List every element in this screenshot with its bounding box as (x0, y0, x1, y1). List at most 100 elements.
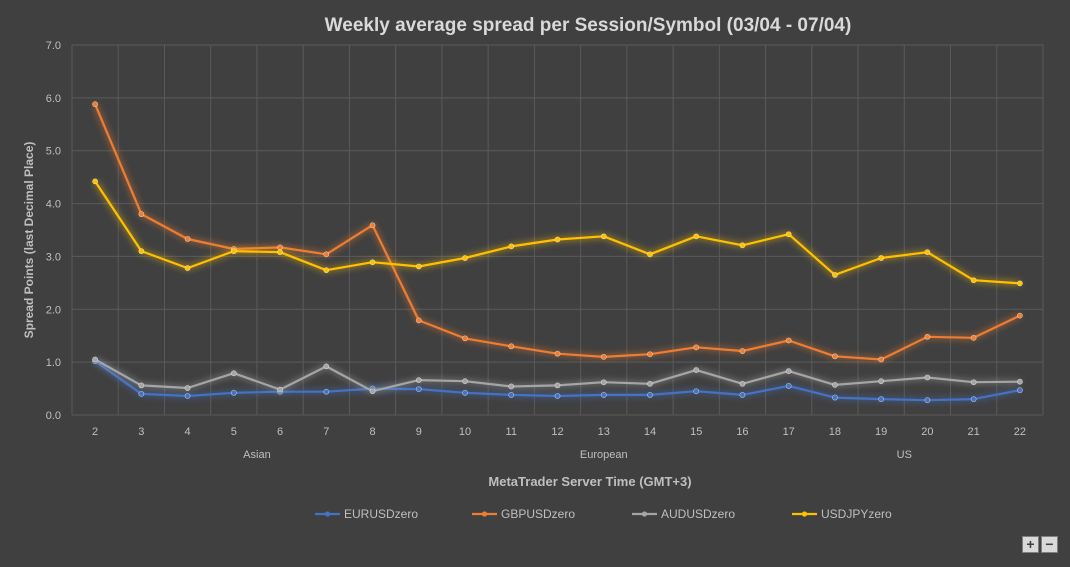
x-tick-label: 4 (185, 426, 191, 438)
data-point (600, 233, 607, 240)
y-tick-label: 2.0 (46, 304, 61, 316)
data-point (878, 396, 885, 403)
data-point (369, 259, 376, 266)
zoom-in-button[interactable]: + (1022, 536, 1039, 553)
legend-label: USDJPYzero (821, 507, 892, 521)
data-point (970, 379, 977, 386)
data-point (1016, 312, 1023, 319)
data-point (184, 385, 191, 391)
x-tick-label: 15 (690, 426, 702, 438)
data-point (693, 233, 700, 240)
y-axis-ticks: 0.0 1.0 2.0 3.0 4.0 5.0 6.0 7.0 (46, 40, 61, 422)
data-point (138, 382, 145, 389)
y-axis-label: Spread Points (last Decimal Place) (22, 142, 36, 339)
data-point (508, 243, 515, 250)
x-axis-ticks: 2 3 4 5 6 7 8 9 10 11 12 13 14 15 16 17 18 19 20 21 22 (92, 426, 1026, 438)
x-tick-label: 5 (231, 426, 237, 438)
data-point (647, 380, 653, 387)
data-point (878, 255, 885, 261)
data-point (693, 367, 700, 373)
y-tick-label: 6.0 (46, 93, 61, 105)
series-usdjpyzero (92, 178, 1023, 287)
data-point (600, 392, 607, 398)
zoom-controls: + − (1022, 536, 1058, 553)
data-point (92, 101, 99, 108)
data-point (785, 368, 792, 375)
y-tick-label: 0.0 (46, 410, 61, 422)
data-point (462, 255, 468, 261)
data-point (415, 386, 422, 392)
series-lines (92, 101, 1023, 404)
series-line (94, 180, 1020, 285)
x-tick-label: 17 (783, 426, 795, 438)
data-point (832, 381, 838, 388)
legend-marker (801, 511, 808, 517)
x-tick-label: 19 (875, 426, 887, 438)
data-point (554, 382, 561, 389)
y-tick-label: 5.0 (46, 146, 61, 158)
y-tick-label: 3.0 (46, 251, 61, 263)
x-tick-label: 7 (323, 426, 329, 438)
data-point (508, 343, 515, 350)
data-point (508, 383, 515, 390)
x-tick-label: 10 (459, 426, 471, 438)
x-tick-label: 13 (598, 426, 610, 438)
data-point (184, 236, 191, 242)
data-point (508, 392, 515, 398)
data-point (739, 392, 746, 398)
x-tick-label: 8 (369, 426, 375, 438)
data-point (739, 348, 746, 354)
data-point (739, 242, 746, 249)
session-labels: Asian European US (243, 449, 912, 461)
data-point (832, 272, 838, 278)
series-gbpusdzero (92, 101, 1023, 363)
x-tick-label: 16 (736, 426, 748, 438)
data-point (369, 388, 376, 395)
session-label: Asian (243, 449, 271, 461)
data-point (462, 378, 468, 385)
series-line (94, 103, 1021, 361)
data-point (138, 390, 145, 397)
x-axis-label: MetaTrader Server Time (GMT+3) (488, 474, 691, 489)
chart-title: Weekly average spread per Session/Symbol… (325, 15, 852, 36)
session-label: European (580, 449, 628, 461)
data-point (554, 393, 561, 399)
legend-label: AUDUSDzero (661, 507, 735, 521)
data-point (739, 380, 746, 387)
data-point (647, 351, 653, 358)
y-tick-label: 4.0 (46, 199, 61, 211)
gridlines (71, 44, 1044, 416)
data-point (554, 350, 561, 357)
series-audusdzero (92, 356, 1023, 395)
data-point (970, 277, 977, 284)
data-point (785, 337, 792, 344)
y-tick-label: 7.0 (46, 40, 61, 52)
y-tick-label: 1.0 (46, 357, 61, 369)
data-point (1016, 280, 1023, 287)
data-point (693, 388, 700, 395)
data-point (415, 263, 422, 270)
zoom-out-button[interactable]: − (1041, 536, 1058, 553)
legend: EURUSDzero GBPUSDzero AUDUSDzero USDJPYzero (315, 507, 892, 521)
x-tick-label: 22 (1014, 426, 1026, 438)
data-point (924, 397, 931, 404)
data-point (878, 378, 885, 385)
data-point (277, 244, 283, 251)
data-point (323, 363, 330, 370)
data-point (832, 394, 838, 401)
x-tick-label: 18 (829, 426, 841, 438)
data-point (323, 388, 330, 395)
data-point (184, 393, 191, 399)
x-tick-label: 21 (968, 426, 980, 438)
data-point (415, 317, 422, 324)
x-tick-label: 2 (92, 426, 98, 438)
data-point (647, 392, 653, 398)
legend-marker (641, 511, 648, 517)
session-label: US (897, 449, 912, 461)
data-point (230, 370, 237, 377)
x-tick-label: 12 (551, 426, 563, 438)
data-point (230, 248, 237, 255)
data-point (600, 353, 607, 360)
data-point (138, 211, 145, 218)
